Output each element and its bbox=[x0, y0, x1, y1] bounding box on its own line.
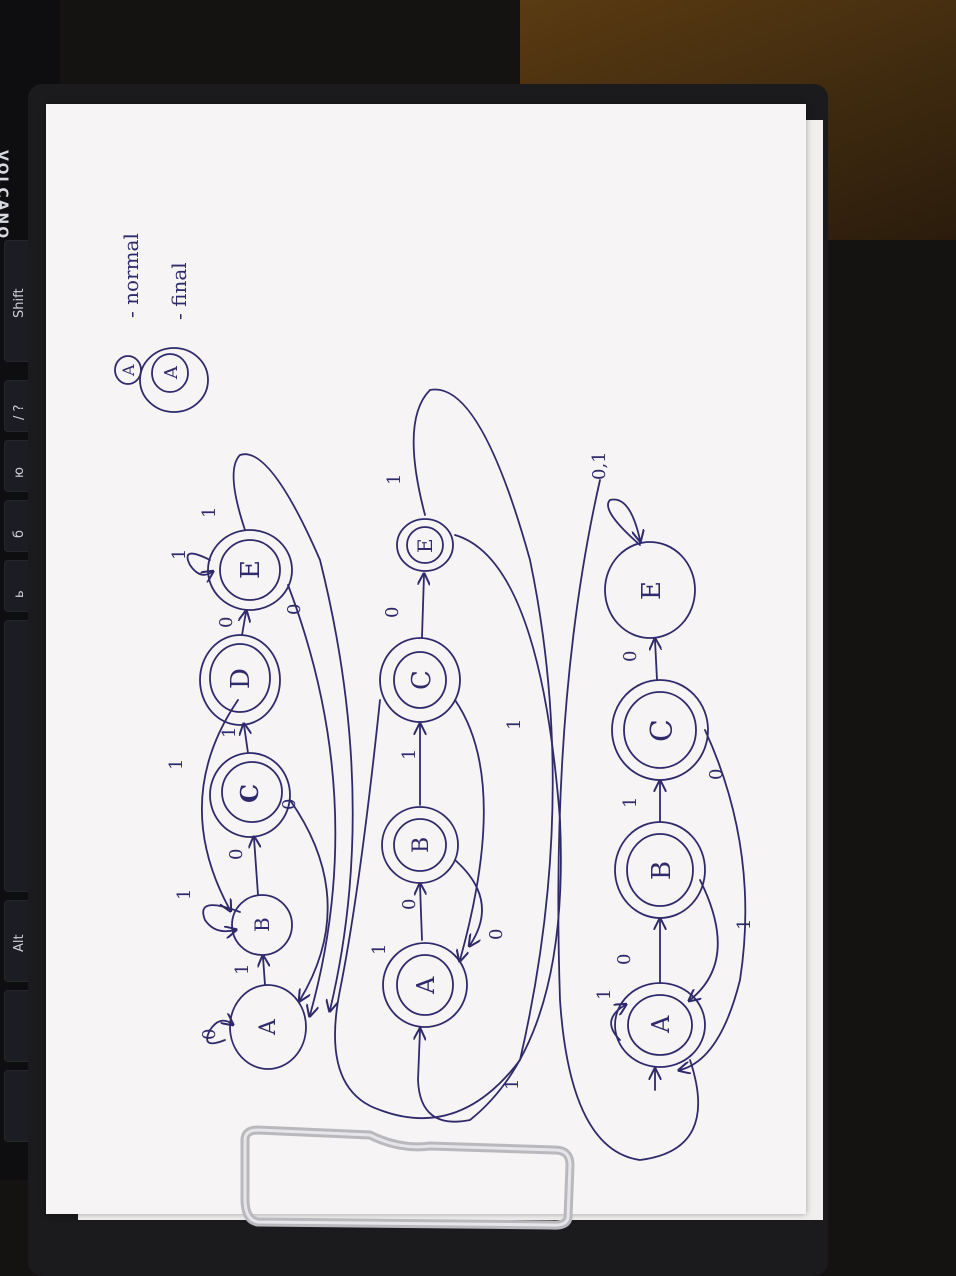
diagram1-transitions bbox=[186, 453, 354, 1045]
handwritten-text: A - normal A - final A B C D E 0 1 1 0 1… bbox=[119, 233, 755, 1090]
d1-t10: 1 bbox=[169, 549, 190, 560]
d3-t0: 1 bbox=[594, 989, 615, 1000]
diagram3-transitions bbox=[557, 479, 747, 1161]
d1-t3: 0 bbox=[226, 849, 247, 860]
d3-state-a-inner bbox=[627, 994, 693, 1056]
diagram2-transitions bbox=[334, 388, 562, 1123]
d3-t4: 1 bbox=[734, 919, 755, 930]
legend-final-symbol: A bbox=[161, 365, 182, 380]
d2-state-c bbox=[379, 637, 461, 723]
d2-t4: 1 bbox=[384, 474, 405, 485]
d2-state-b-inner bbox=[393, 818, 447, 872]
d3-state-c-inner bbox=[623, 691, 697, 769]
d1-label-a: A bbox=[256, 1018, 281, 1036]
d2-t2: 1 bbox=[399, 749, 420, 760]
d2-t6: 1 bbox=[504, 719, 525, 730]
d2-state-e bbox=[396, 518, 454, 572]
d1-label-e: E bbox=[236, 560, 266, 579]
d3-label-e: E bbox=[637, 581, 667, 600]
d2-label-c: C bbox=[407, 670, 437, 690]
d1-label-b: B bbox=[250, 917, 274, 932]
d2-state-c-inner bbox=[393, 651, 447, 709]
d3-state-b-inner bbox=[626, 833, 694, 907]
d1-state-a bbox=[229, 984, 307, 1070]
d1-label-d: D bbox=[226, 668, 256, 689]
d3-t2: 1 bbox=[620, 797, 641, 808]
d2-state-a bbox=[382, 942, 468, 1028]
d2-state-e-inner bbox=[406, 526, 444, 564]
d1-t5: 0 bbox=[279, 799, 300, 810]
clip-handle bbox=[240, 1125, 575, 1230]
d1-state-d-inner bbox=[209, 643, 271, 713]
d3-t3: 0 bbox=[620, 651, 641, 662]
d1-t2: 1 bbox=[174, 889, 195, 900]
d2-label-a: A bbox=[412, 976, 440, 995]
d2-t7: 1 bbox=[502, 1079, 523, 1090]
legend-final-circle bbox=[139, 347, 209, 413]
d1-t6: 1 bbox=[219, 727, 240, 738]
legend-final-label: - final bbox=[167, 262, 191, 320]
legend-normal-symbol: A bbox=[119, 364, 138, 377]
d3-t6: 0,1 bbox=[589, 451, 610, 480]
d3-t5: 0 bbox=[706, 769, 727, 780]
d1-t4: 1 bbox=[166, 759, 187, 770]
d3-label-a: A bbox=[647, 1015, 675, 1034]
legend-normal-label: - normal bbox=[119, 233, 143, 318]
d1-label-c: C bbox=[235, 784, 264, 803]
d1-t8: 1 bbox=[199, 507, 220, 518]
d1-t0: 0 bbox=[199, 1029, 220, 1040]
d2-t1: 0 bbox=[399, 899, 420, 910]
d1-t7: 0 bbox=[216, 617, 237, 628]
d2-t3: 0 bbox=[382, 607, 403, 618]
d1-state-e-inner bbox=[219, 539, 281, 601]
d2-t5: 0 bbox=[486, 929, 507, 940]
d2-t0: 1 bbox=[369, 944, 390, 955]
d3-label-c: C bbox=[645, 719, 680, 742]
d2-label-e: E bbox=[413, 538, 437, 553]
d2-state-a-inner bbox=[396, 954, 454, 1016]
d1-state-c-inner bbox=[221, 761, 283, 823]
d1-t9: 0 bbox=[284, 604, 305, 615]
d1-t1: 1 bbox=[232, 964, 253, 975]
d3-label-b: B bbox=[647, 861, 677, 880]
d3-t1: 0 bbox=[614, 954, 635, 965]
d2-label-b: B bbox=[409, 837, 434, 853]
